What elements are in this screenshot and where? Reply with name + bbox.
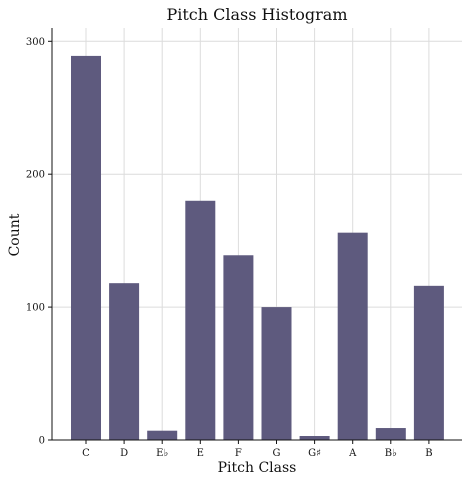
bar-1 <box>109 283 140 440</box>
x-tick-label: C <box>82 448 90 459</box>
y-axis-label: Count <box>7 213 23 256</box>
bar-7 <box>337 232 368 440</box>
x-tick-label: G♯ <box>308 448 321 459</box>
x-tick-label: E <box>197 448 204 459</box>
bar-3 <box>185 200 216 440</box>
x-tick-label: G <box>273 448 281 459</box>
y-tick-label: 300 <box>26 37 45 48</box>
bar-8 <box>375 428 406 440</box>
x-tick-label: B♭ <box>385 448 397 459</box>
x-axis-label: Pitch Class <box>218 460 297 476</box>
x-tick-label: E♭ <box>156 448 168 459</box>
y-tick-label: 200 <box>26 170 45 181</box>
y-tick-label: 0 <box>39 436 45 447</box>
bar-4 <box>223 255 254 440</box>
bar-5 <box>261 307 292 440</box>
bar-9 <box>413 285 444 440</box>
bar-2 <box>147 430 178 440</box>
x-tick-label: D <box>120 448 128 459</box>
y-tick-label: 100 <box>26 303 45 314</box>
y-ticks: 0 100 200 300 <box>26 37 52 447</box>
x-tick-label: B <box>425 448 432 459</box>
x-tick-label: A <box>348 448 357 459</box>
axes-layer <box>51 28 462 441</box>
bar-6 <box>299 436 330 440</box>
x-ticks: C D E♭ E F G G♯ A B♭ B <box>82 440 433 459</box>
bar-0 <box>71 55 101 441</box>
bars-layer <box>71 55 444 441</box>
x-tick-label: F <box>235 448 242 459</box>
chart-title: Pitch Class Histogram <box>166 5 347 24</box>
